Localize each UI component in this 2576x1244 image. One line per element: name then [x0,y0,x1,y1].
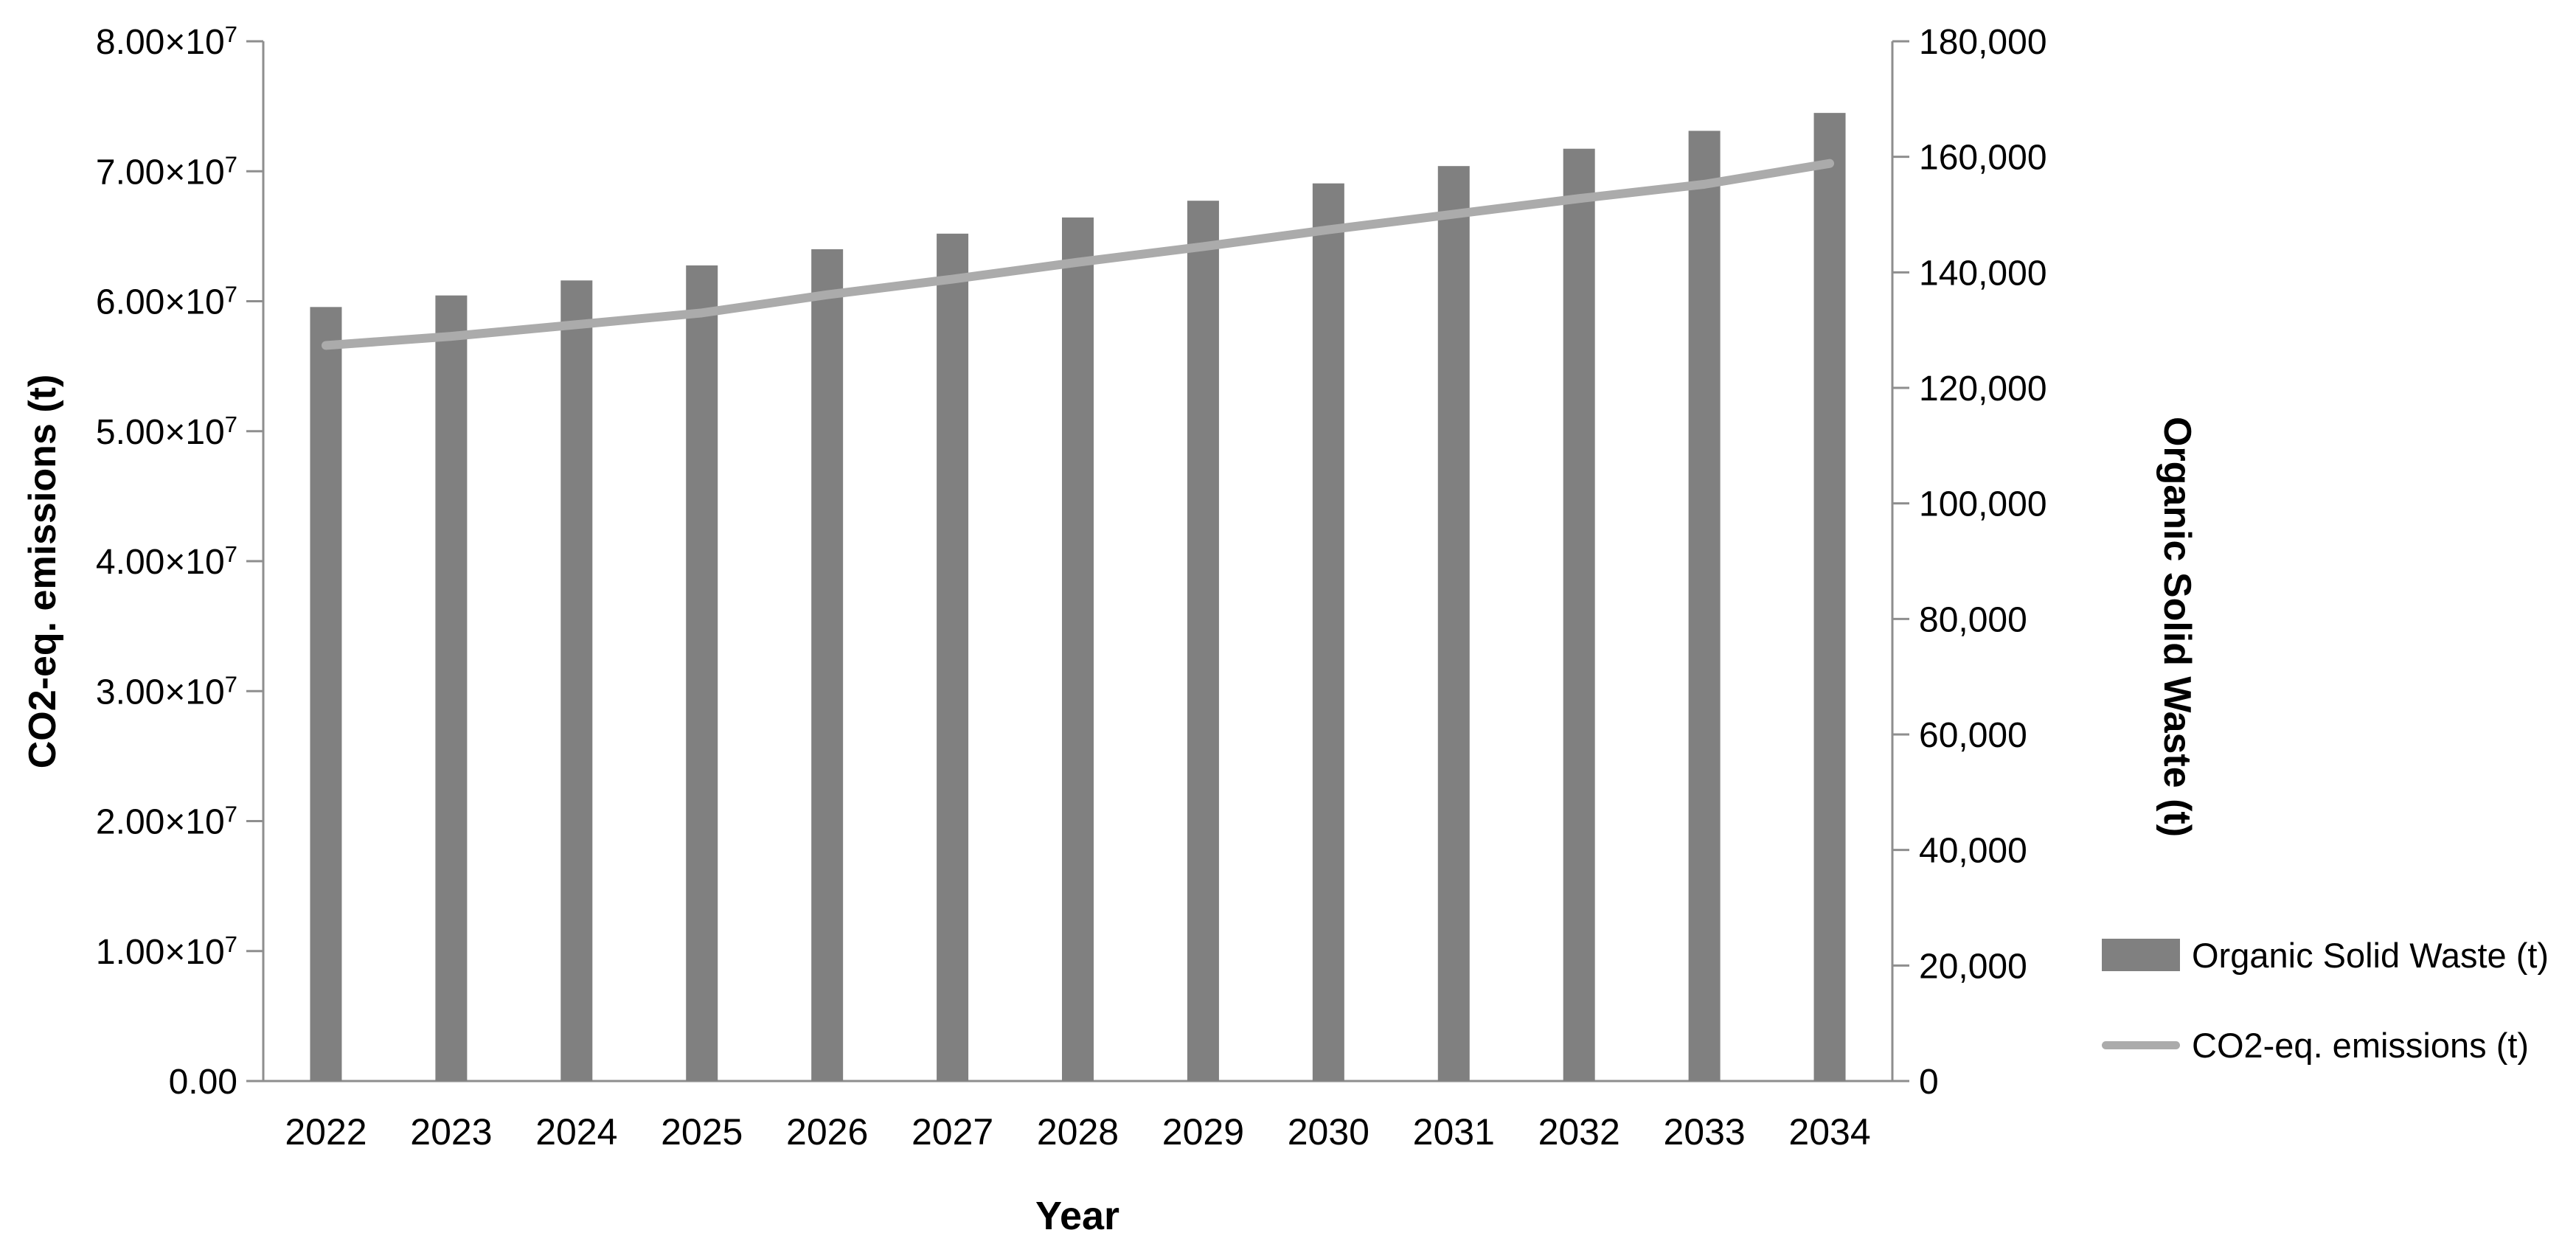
x-category-label: 2031 [1413,1111,1495,1153]
bar [1187,201,1219,1082]
left-axis-title: CO2-eq. emissions (t) [21,374,64,769]
tick-label: 3.00×107 [96,671,237,712]
tick-label: 120,000 [1919,369,2047,409]
tick-label: 0 [1919,1063,1939,1102]
tick-label: 0.00 [169,1063,237,1102]
legend-label-organic-solid-waste: Organic Solid Waste (t) [2192,935,2549,975]
bar [435,295,468,1082]
tick-label: 2.00×107 [96,802,237,842]
tick-label: 40,000 [1919,832,2027,871]
x-category-label: 2033 [1663,1111,1745,1153]
tick-label: 8.00×107 [96,21,237,62]
tick-label: 7.00×107 [96,151,237,192]
bar [686,265,718,1081]
x-category-label: 2034 [1788,1111,1870,1153]
bar [1688,131,1721,1082]
legend-line-swatch [2102,1040,2180,1049]
bar [937,233,969,1082]
bar [560,280,593,1081]
legend-item-organic-solid-waste: Organic Solid Waste (t) [2102,936,2549,975]
x-category-label: 2030 [1288,1111,1369,1153]
x-category-label: 2023 [410,1111,492,1153]
line-series-co2-emissions [321,159,1835,350]
tick-label: 20,000 [1919,947,2027,986]
x-category-label: 2025 [661,1111,743,1153]
right-axis-title: Organic Solid Waste (t) [2156,416,2198,838]
tick-label: 1.00×107 [96,931,237,972]
bar [1062,217,1094,1082]
bar-series-organic-solid-waste [310,113,1846,1082]
x-category-label: 2027 [912,1111,993,1153]
x-category-label: 2029 [1162,1111,1244,1153]
legend-bar-swatch [2102,939,2180,971]
legend-label-co2-emissions: CO2-eq. emissions (t) [2192,1025,2530,1065]
x-category-label: 2028 [1037,1111,1119,1153]
bar [1813,113,1846,1082]
bar [1437,166,1470,1082]
bar [310,307,342,1081]
tick-label: 140,000 [1919,254,2047,293]
tick-label: 100,000 [1919,485,2047,524]
right-axis-ticks: 0 20,000 40,000 60,000 80,000 100,000 120,000 1… [1892,23,2047,1102]
bar [811,249,844,1081]
legend-item-co2-emissions: CO2-eq. emissions (t) [2102,1026,2529,1065]
tick-label: 4.00×107 [96,541,237,582]
tick-label: 80,000 [1919,600,2027,639]
x-category-label: 2032 [1538,1111,1620,1153]
tick-label: 180,000 [1919,23,2047,62]
tick-label: 60,000 [1919,716,2027,755]
left-axis-ticks: 0.00 1.00×107 2.00×107 3.00×107 4.00×107 5.00… [96,21,263,1102]
x-category-label: 2024 [535,1111,617,1153]
tick-label: 160,000 [1919,139,2047,178]
tick-label: 6.00×107 [96,282,237,322]
x-category-label: 2026 [786,1111,868,1153]
bar [1563,148,1595,1082]
tick-label: 5.00×107 [96,411,237,452]
bar [1312,183,1344,1082]
x-category-label: 2022 [285,1111,367,1153]
x-axis-category-labels: 2022 2023 2024 2025 2026 2027 2028 2029 2030 2031… [285,1111,1870,1153]
x-axis-title: Year [1035,1194,1120,1238]
